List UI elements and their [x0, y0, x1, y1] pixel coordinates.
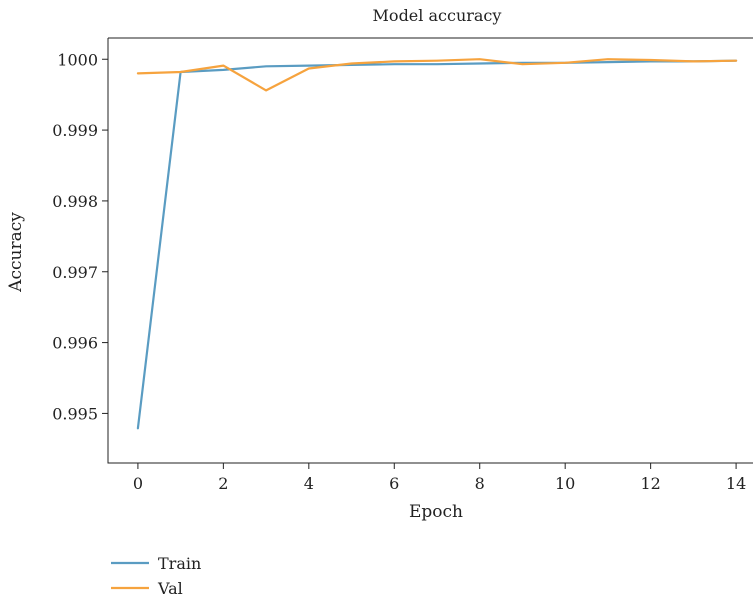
y-tick-label: 0.998 — [52, 192, 98, 211]
plot-area — [107, 37, 753, 464]
y-tick-label: 1000 — [57, 50, 98, 69]
axes-frame — [107, 37, 753, 464]
legend-label-train: Train — [158, 554, 201, 573]
val-series-line — [136, 58, 738, 92]
legend: Train Val — [111, 554, 201, 598]
y-tick-label: 0.999 — [52, 121, 98, 140]
y-axis-label: Accuracy — [6, 212, 26, 293]
chart-title: Model accuracy — [373, 6, 502, 25]
y-tick-label: 0.997 — [52, 263, 98, 282]
y-axis-ticks: 0.995 0.996 0.997 0.998 0.999 1000 — [52, 50, 108, 423]
y-tick-label: 0.996 — [52, 334, 98, 353]
series-lines — [136, 58, 738, 430]
x-tick-label: 0 — [133, 474, 143, 493]
x-tick-label: 2 — [218, 474, 228, 493]
x-tick-label: 4 — [304, 474, 314, 493]
y-tick-label: 0.995 — [52, 404, 98, 423]
x-tick-label: 14 — [726, 474, 746, 493]
x-tick-label: 6 — [389, 474, 399, 493]
x-axis-label: Epoch — [409, 502, 463, 522]
x-tick-label: 8 — [475, 474, 485, 493]
train-series-line — [136, 59, 738, 430]
x-tick-label: 10 — [555, 474, 575, 493]
x-tick-label: 12 — [640, 474, 660, 493]
x-axis-ticks: 0 2 4 6 8 10 12 14 — [133, 463, 746, 493]
legend-label-val: Val — [157, 579, 183, 598]
